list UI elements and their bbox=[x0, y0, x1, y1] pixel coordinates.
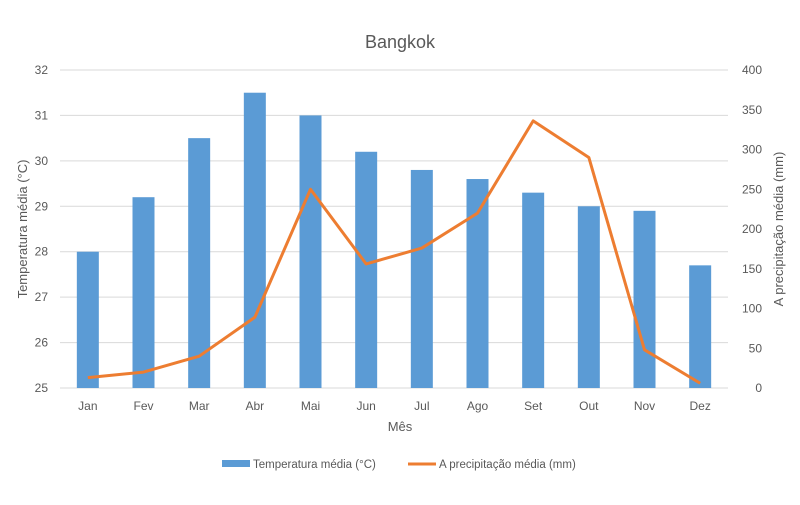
x-tick-label: Abr bbox=[245, 399, 264, 413]
x-axis-label: Mês bbox=[388, 419, 413, 434]
y2-tick-label: 200 bbox=[742, 222, 762, 236]
y2-tick-label: 0 bbox=[755, 381, 762, 395]
y2-tick-label: 300 bbox=[742, 143, 762, 157]
bar-Jun bbox=[355, 152, 377, 388]
x-tick-label: Jul bbox=[414, 399, 429, 413]
x-tick-label: Set bbox=[524, 399, 543, 413]
x-tick-label: Nov bbox=[634, 399, 655, 413]
bar-Fev bbox=[133, 197, 155, 388]
y-axis-label: Temperatura média (°C) bbox=[15, 160, 30, 299]
x-tick-label: Mar bbox=[189, 399, 210, 413]
x-tick-label: Ago bbox=[467, 399, 489, 413]
x-tick-label: Mai bbox=[301, 399, 320, 413]
bar-Nov bbox=[634, 211, 656, 388]
y2-tick-label: 50 bbox=[749, 341, 763, 355]
bar-Mai bbox=[300, 115, 322, 388]
bar-Jan bbox=[77, 252, 99, 388]
y2-axis-label: A precipitação média (mm) bbox=[771, 152, 786, 307]
y-tick-label: 25 bbox=[35, 381, 49, 395]
y-tick-label: 31 bbox=[35, 108, 49, 122]
y-tick-label: 30 bbox=[35, 154, 49, 168]
y-tick-label: 32 bbox=[35, 63, 49, 77]
legend-bar-swatch bbox=[222, 460, 250, 467]
y-tick-label: 29 bbox=[35, 199, 49, 213]
x-tick-label: Dez bbox=[689, 399, 710, 413]
chart-title: Bangkok bbox=[365, 32, 436, 52]
y2-tick-label: 150 bbox=[742, 262, 762, 276]
bar-Jul bbox=[411, 170, 433, 388]
y-tick-label: 27 bbox=[35, 290, 49, 304]
x-tick-label: Jan bbox=[78, 399, 97, 413]
bar-Set bbox=[522, 193, 544, 388]
x-tick-label: Jun bbox=[356, 399, 375, 413]
x-tick-label: Fev bbox=[133, 399, 153, 413]
bar-Dez bbox=[689, 265, 711, 388]
y2-tick-label: 350 bbox=[742, 103, 762, 117]
legend-line-label: A precipitação média (mm) bbox=[439, 459, 576, 471]
y2-tick-label: 100 bbox=[742, 302, 762, 316]
y-tick-label: 28 bbox=[35, 245, 49, 259]
bar-Out bbox=[578, 206, 600, 388]
legend-bar-label: Temperatura média (°C) bbox=[253, 459, 376, 471]
y-tick-label: 26 bbox=[35, 336, 49, 350]
y2-tick-label: 400 bbox=[742, 63, 762, 77]
bar-Abr bbox=[244, 93, 266, 388]
x-tick-label: Out bbox=[579, 399, 599, 413]
y2-tick-label: 250 bbox=[742, 182, 762, 196]
